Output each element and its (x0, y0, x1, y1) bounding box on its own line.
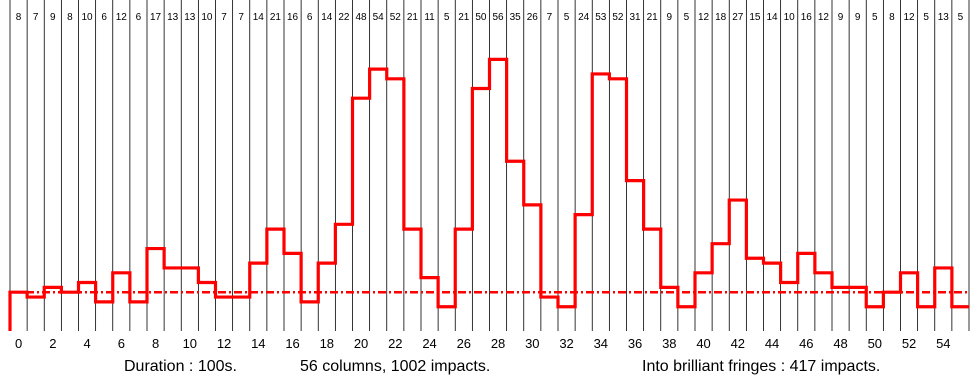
x-tick-label: 16 (285, 336, 299, 351)
column-count-label: 6 (307, 12, 313, 23)
column-count-label: 16 (801, 12, 813, 23)
column-count-label: 8 (889, 12, 895, 23)
column-count-label: 31 (630, 12, 642, 23)
column-count-label: 8 (16, 12, 22, 23)
duration-caption: Duration : 100s. (124, 358, 237, 375)
x-tick-label: 4 (83, 336, 90, 351)
column-count-label: 15 (749, 12, 761, 23)
column-count-label: 50 (475, 12, 487, 23)
column-count-label: 35 (510, 12, 522, 23)
fringes-caption: Into brilliant fringes : 417 impacts. (642, 358, 881, 375)
column-count-label: 52 (612, 12, 624, 23)
x-tick-label: 34 (594, 336, 608, 351)
column-count-label: 9 (667, 12, 673, 23)
column-count-label: 5 (444, 12, 450, 23)
column-count-label: 5 (923, 12, 929, 23)
x-tick-label: 8 (152, 336, 159, 351)
column-count-label: 7 (33, 12, 39, 23)
x-tick-label: 6 (118, 336, 125, 351)
x-tick-label: 18 (320, 336, 334, 351)
column-count-label: 22 (338, 12, 350, 23)
column-count-label: 26 (527, 12, 539, 23)
column-count-label: 21 (270, 12, 282, 23)
column-count-label: 5 (564, 12, 570, 23)
x-tick-label: 48 (833, 336, 847, 351)
column-count-label: 6 (136, 12, 142, 23)
x-tick-label: 40 (696, 336, 710, 351)
column-count-label: 14 (253, 12, 265, 23)
column-count-label: 12 (904, 12, 916, 23)
x-tick-label: 52 (902, 336, 916, 351)
x-tick-label: 20 (354, 336, 368, 351)
x-tick-label: 44 (765, 336, 779, 351)
column-count-label: 9 (838, 12, 844, 23)
column-count-label: 13 (167, 12, 179, 23)
column-count-label: 10 (784, 12, 796, 23)
histogram-step-line (8, 57, 969, 331)
column-count-label: 9 (855, 12, 861, 23)
column-count-label: 5 (684, 12, 690, 23)
column-count-label: 8 (67, 12, 73, 23)
x-tick-label: 10 (183, 336, 197, 351)
column-count-label: 14 (767, 12, 779, 23)
column-count-label: 12 (116, 12, 128, 23)
columns-caption: 56 columns, 1002 impacts. (300, 358, 491, 375)
column-count-label: 5 (872, 12, 878, 23)
column-count-label: 13 (184, 12, 196, 23)
column-count-label: 21 (647, 12, 659, 23)
column-count-label: 14 (321, 12, 333, 23)
column-count-label: 12 (698, 12, 710, 23)
column-count-label: 17 (150, 12, 162, 23)
x-tick-label: 32 (559, 336, 573, 351)
column-count-label: 12 (818, 12, 830, 23)
column-count-label: 6 (101, 12, 107, 23)
column-count-label: 10 (201, 12, 213, 23)
column-count-label: 7 (547, 12, 553, 23)
column-count-label: 13 (938, 12, 950, 23)
column-count-label: 18 (715, 12, 727, 23)
x-tick-label: 38 (662, 336, 676, 351)
column-count-label: 21 (407, 12, 419, 23)
column-count-label: 5 (958, 12, 964, 23)
column-count-label: 16 (287, 12, 299, 23)
x-tick-label: 46 (799, 336, 813, 351)
column-count-label: 54 (373, 12, 385, 23)
column-count-label: 24 (578, 12, 590, 23)
x-tick-label: 28 (491, 336, 505, 351)
column-count-label: 27 (732, 12, 744, 23)
column-count-label: 52 (390, 12, 402, 23)
x-tick-label: 42 (731, 336, 745, 351)
x-tick-label: 22 (388, 336, 402, 351)
column-count-label: 48 (356, 12, 368, 23)
column-count-label: 9 (50, 12, 56, 23)
column-count-label: 53 (595, 12, 607, 23)
x-tick-label: 2 (49, 336, 56, 351)
x-tick-label: 26 (457, 336, 471, 351)
x-tick-label: 12 (217, 336, 231, 351)
column-count-label: 11 (424, 12, 435, 23)
x-tick-label: 24 (422, 336, 436, 351)
column-count-label: 56 (493, 12, 505, 23)
column-count-label: 7 (238, 12, 244, 23)
x-tick-label: 54 (936, 336, 950, 351)
x-tick-label: 36 (628, 336, 642, 351)
x-tick-label: 0 (15, 336, 22, 351)
column-count-label: 7 (221, 12, 227, 23)
column-count-label: 10 (82, 12, 94, 23)
x-tick-label: 50 (868, 336, 882, 351)
x-tick-label: 30 (525, 336, 539, 351)
x-tick-label: 14 (251, 336, 265, 351)
column-count-label: 21 (458, 12, 470, 23)
